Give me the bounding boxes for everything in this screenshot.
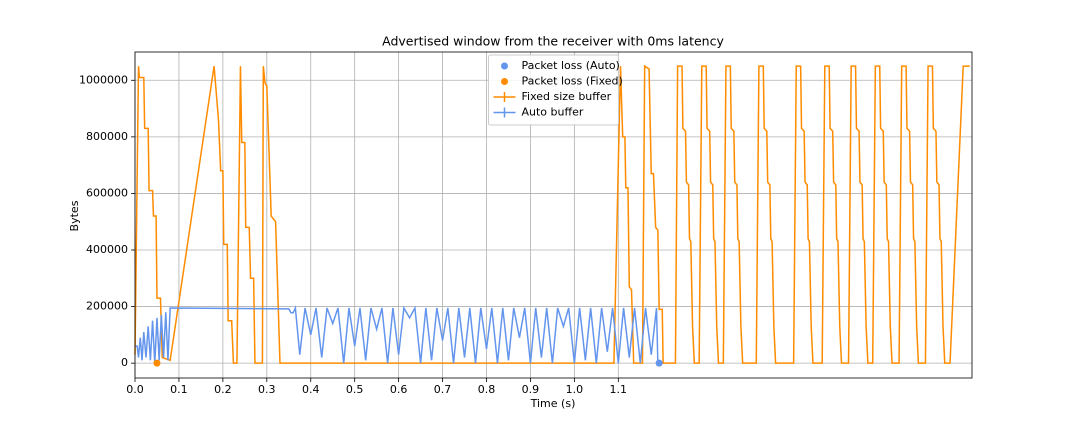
x-tick-label: 0.2 (214, 383, 232, 396)
legend-marker (501, 62, 508, 70)
y-tick-label: 0 (121, 356, 128, 369)
x-tick-label: 0.4 (302, 383, 320, 396)
x-tick-label: 0.7 (434, 383, 452, 396)
legend-label: Packet loss (Auto) (522, 59, 620, 72)
x-tick-label: 0.9 (522, 383, 540, 396)
y-tick-label: 800000 (86, 130, 128, 143)
legend-label: Auto buffer (522, 106, 584, 119)
y-tick-label: 200000 (86, 300, 128, 313)
y-tick-label: 1000000 (79, 73, 128, 86)
chart-title: Advertised window from the receiver with… (382, 34, 724, 49)
legend: Packet loss (Auto) Packet loss (Fixed) Fix… (488, 54, 623, 126)
x-tick-label: 0.0 (126, 383, 144, 396)
grid (134, 52, 972, 378)
legend-marker (501, 78, 508, 85)
x-tick-label: 0.6 (390, 383, 408, 396)
series-line (134, 64, 970, 364)
x-tick-label: 0.8 (478, 383, 496, 396)
legend-label: Fixed size buffer (522, 90, 612, 103)
x-tick-label: 1.0 (566, 383, 584, 396)
plot-data (134, 64, 970, 367)
y-tick-label: 400000 (86, 243, 128, 256)
point (153, 359, 161, 367)
y-tick-label: 600000 (86, 186, 128, 199)
x-axis-label: Time (s) (530, 397, 576, 410)
plot-frame (134, 51, 973, 379)
legend-label: Packet loss (Fixed) (522, 75, 623, 88)
point (655, 359, 663, 367)
legend-box (488, 54, 619, 126)
x-tick-label: 0.5 (346, 383, 364, 396)
x-tick-label: 0.1 (170, 383, 188, 396)
y-axis-label: Bytes (68, 200, 81, 231)
x-tick-label: 1.1 (610, 383, 628, 396)
x-tick-label: 0.3 (258, 383, 276, 396)
series-line (135, 305, 659, 364)
